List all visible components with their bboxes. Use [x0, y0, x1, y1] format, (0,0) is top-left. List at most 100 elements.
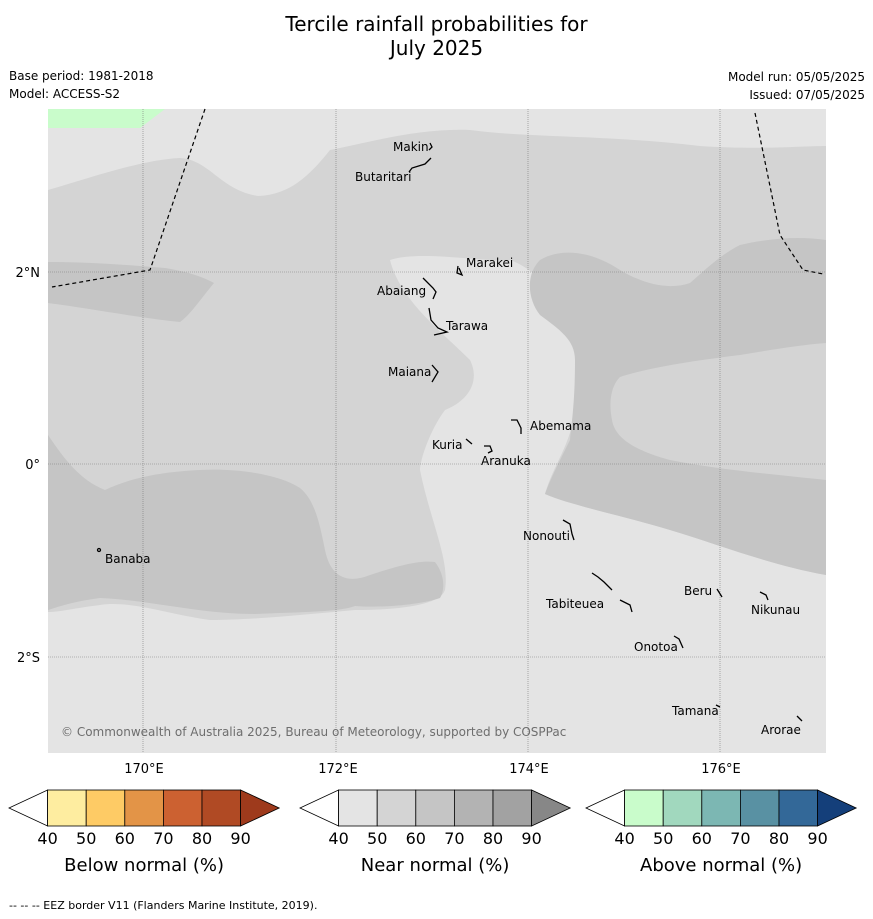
copyright-notice: © Commonwealth of Australia 2025, Bureau…	[61, 725, 566, 739]
island-aranuka-shape	[484, 445, 493, 454]
island-nikunau-shape	[759, 591, 769, 601]
label-banaba: Banaba	[105, 552, 151, 566]
colorbar-below-normal: 40 50 60 70 80 90 Below normal (%)	[8, 789, 281, 876]
colorbar-segment	[740, 789, 780, 827]
colorbar-segment	[124, 789, 164, 827]
colorbar-extend-low	[585, 789, 625, 827]
colorbar-extend-high	[817, 789, 858, 827]
colorbar-tick-label: 90	[521, 829, 541, 848]
label-tabiteuea: Tabiteuea	[545, 597, 604, 611]
lon-label-172e: 172°E	[318, 762, 358, 777]
meta-right: Model run: 05/05/2025 Issued: 07/05/2025	[728, 68, 865, 104]
label-tarawa: Tarawa	[445, 319, 488, 333]
label-arorae: Arorae	[761, 723, 801, 737]
model-name: Model: ACCESS-S2	[9, 87, 121, 101]
colorbar-segment	[47, 789, 87, 827]
field-near-normal-60-70-east	[529, 237, 826, 575]
colorbar-segment	[201, 789, 241, 827]
colorbar-segment	[85, 789, 126, 827]
island-banaba-shape	[96, 547, 102, 553]
island-arorae-shape	[796, 715, 803, 722]
colorbar-tick-label: 40	[614, 829, 634, 848]
island-nonouti-shape	[562, 519, 575, 541]
place-labels: Makin Butaritari Marakei Abaiang Tarawa …	[105, 140, 801, 737]
label-tamana: Tamana	[671, 704, 719, 718]
island-kuria-shape	[465, 438, 473, 445]
colorbar-extend-high	[531, 789, 572, 827]
model-run: Model run: 05/05/2025	[727, 70, 865, 84]
island-tabiteuea-south-shape	[619, 599, 633, 613]
colorbar-tick-label: 90	[807, 829, 827, 848]
island-maiana-shape	[431, 364, 439, 383]
issued-date: Issued: 07/05/2025	[749, 88, 865, 102]
lon-label-170e: 170°E	[124, 762, 164, 777]
label-beru: Beru	[684, 584, 712, 598]
label-onotoa: Onotoa	[634, 640, 678, 654]
colorbar-near-normal: 40 50 60 70 80 90 Near normal (%)	[299, 789, 572, 876]
field-light-bottom-west	[48, 660, 360, 753]
eez-borders	[51, 108, 824, 288]
colorbar-tick-label: 70	[153, 829, 173, 848]
lat-label-2n: 2°N	[16, 266, 41, 281]
island-butaritari-shape	[408, 157, 432, 173]
island-tamana-shape	[715, 704, 721, 708]
label-nikunau: Nikunau	[751, 603, 800, 617]
island-tabiteuea-north-shape	[591, 572, 613, 591]
colorbar-tick-label: 60	[692, 829, 712, 848]
island-abemama-shape	[511, 419, 522, 434]
colorbar-tick-label: 80	[192, 829, 212, 848]
colorbar-tick-label: 80	[483, 829, 503, 848]
base-period: Base period: 1981-2018	[9, 69, 154, 83]
lat-labels: 2°N 0° 2°S	[16, 266, 41, 666]
colorbar-tick-label: 50	[76, 829, 96, 848]
lon-label-174e: 174°E	[509, 762, 549, 777]
title-line-1: Tercile rainfall probabilities for	[285, 12, 588, 36]
colorbar-tick-label: 60	[406, 829, 426, 848]
island-makin-shape	[428, 142, 433, 151]
eez-footnote: -- -- -- EEZ border V11 (Flanders Marine…	[9, 899, 318, 912]
label-abemama: Abemama	[530, 419, 591, 433]
title-line-2: July 2025	[389, 36, 484, 60]
colorbar-tick-label: 50	[653, 829, 673, 848]
island-abaiang-shape	[422, 277, 437, 300]
label-nonouti: Nonouti	[523, 529, 570, 543]
lon-label-176e: 176°E	[701, 762, 741, 777]
field-near-normal-60-70-west	[48, 262, 214, 322]
meta-left: Base period: 1981-2018 Model: ACCESS-S2	[9, 67, 154, 103]
colorbar-segment	[376, 789, 417, 827]
field-near-normal-60-70-south	[48, 435, 444, 614]
colorbar-tick-label: 40	[37, 829, 57, 848]
island-marakei-shape	[456, 265, 464, 277]
label-abaiang: Abaiang	[377, 284, 426, 298]
island-beru-shape	[716, 588, 723, 598]
colorbar-segment	[492, 789, 532, 827]
colorbars: 40 50 60 70 80 90 Below normal (%) 40 50 60 70 80 90…	[8, 789, 858, 876]
label-maiana: Maiana	[388, 365, 431, 379]
colorbar-segment	[162, 789, 203, 827]
label-kuria: Kuria	[432, 438, 463, 452]
colorbar-tick-label: 90	[230, 829, 250, 848]
colorbar-segment	[415, 789, 455, 827]
probability-fields	[48, 109, 826, 753]
lat-label-2s: 2°S	[17, 651, 40, 666]
colorbar-title: Near normal (%)	[361, 855, 510, 876]
island-tarawa-shape	[428, 307, 450, 336]
colorbar-segment	[624, 789, 664, 827]
label-makin: Makin	[393, 140, 429, 154]
lon-labels: 170°E 172°E 174°E 176°E	[124, 762, 741, 777]
colorbar-tick-label: 50	[367, 829, 387, 848]
field-above-normal-corner	[48, 109, 165, 128]
islands	[96, 142, 803, 722]
lat-label-0: 0°	[25, 458, 40, 473]
colorbar-segment	[662, 789, 703, 827]
label-butaritari: Butaritari	[355, 170, 412, 184]
colorbar-title: Below normal (%)	[64, 855, 224, 876]
colorbar-tick-label: 70	[730, 829, 750, 848]
colorbar-segment	[778, 789, 818, 827]
colorbar-tick-label: 40	[328, 829, 348, 848]
colorbar-title: Above normal (%)	[640, 855, 802, 876]
field-light-bottom-east	[447, 642, 826, 753]
colorbar-above-normal: 40 50 60 70 80 90 Above normal (%)	[585, 789, 858, 876]
map-title: Tercile rainfall probabilities for July …	[0, 12, 873, 60]
